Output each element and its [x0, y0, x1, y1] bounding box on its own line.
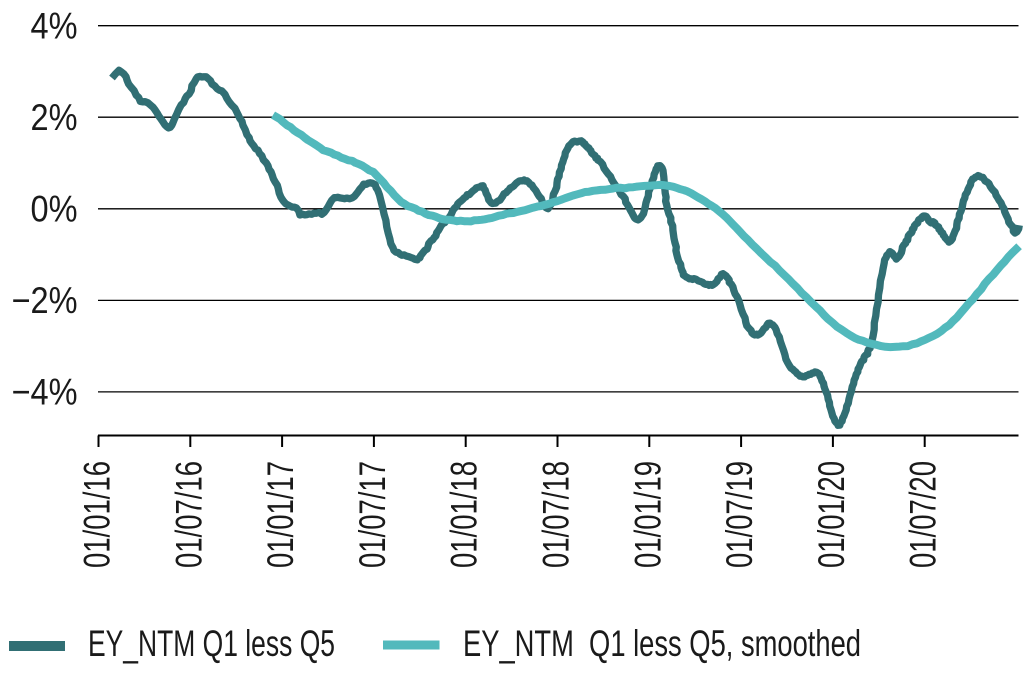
svg-text:01/07/19: 01/07/19 — [719, 461, 760, 568]
svg-text:EY_NTM Q1 less Q5, smoothed: EY_NTM Q1 less Q5, smoothed — [463, 623, 861, 664]
svg-text:01/07/20: 01/07/20 — [903, 461, 944, 568]
svg-text:01/07/16: 01/07/16 — [168, 461, 209, 568]
svg-text:0%: 0% — [31, 189, 78, 230]
svg-text:01/01/20: 01/01/20 — [811, 461, 852, 568]
svg-text:−2%: −2% — [12, 280, 78, 321]
svg-text:2%: 2% — [31, 97, 78, 138]
svg-text:−4%: −4% — [12, 372, 78, 413]
svg-text:01/07/17: 01/07/17 — [352, 461, 393, 568]
svg-text:01/01/19: 01/01/19 — [627, 461, 668, 568]
svg-text:01/01/16: 01/01/16 — [77, 461, 118, 568]
svg-text:EY_NTM Q1 less Q5: EY_NTM Q1 less Q5 — [88, 623, 335, 664]
svg-text:4%: 4% — [31, 5, 78, 46]
svg-text:01/07/18: 01/07/18 — [536, 461, 577, 568]
svg-text:01/01/17: 01/01/17 — [260, 461, 301, 568]
svg-text:01/01/18: 01/01/18 — [444, 461, 485, 568]
